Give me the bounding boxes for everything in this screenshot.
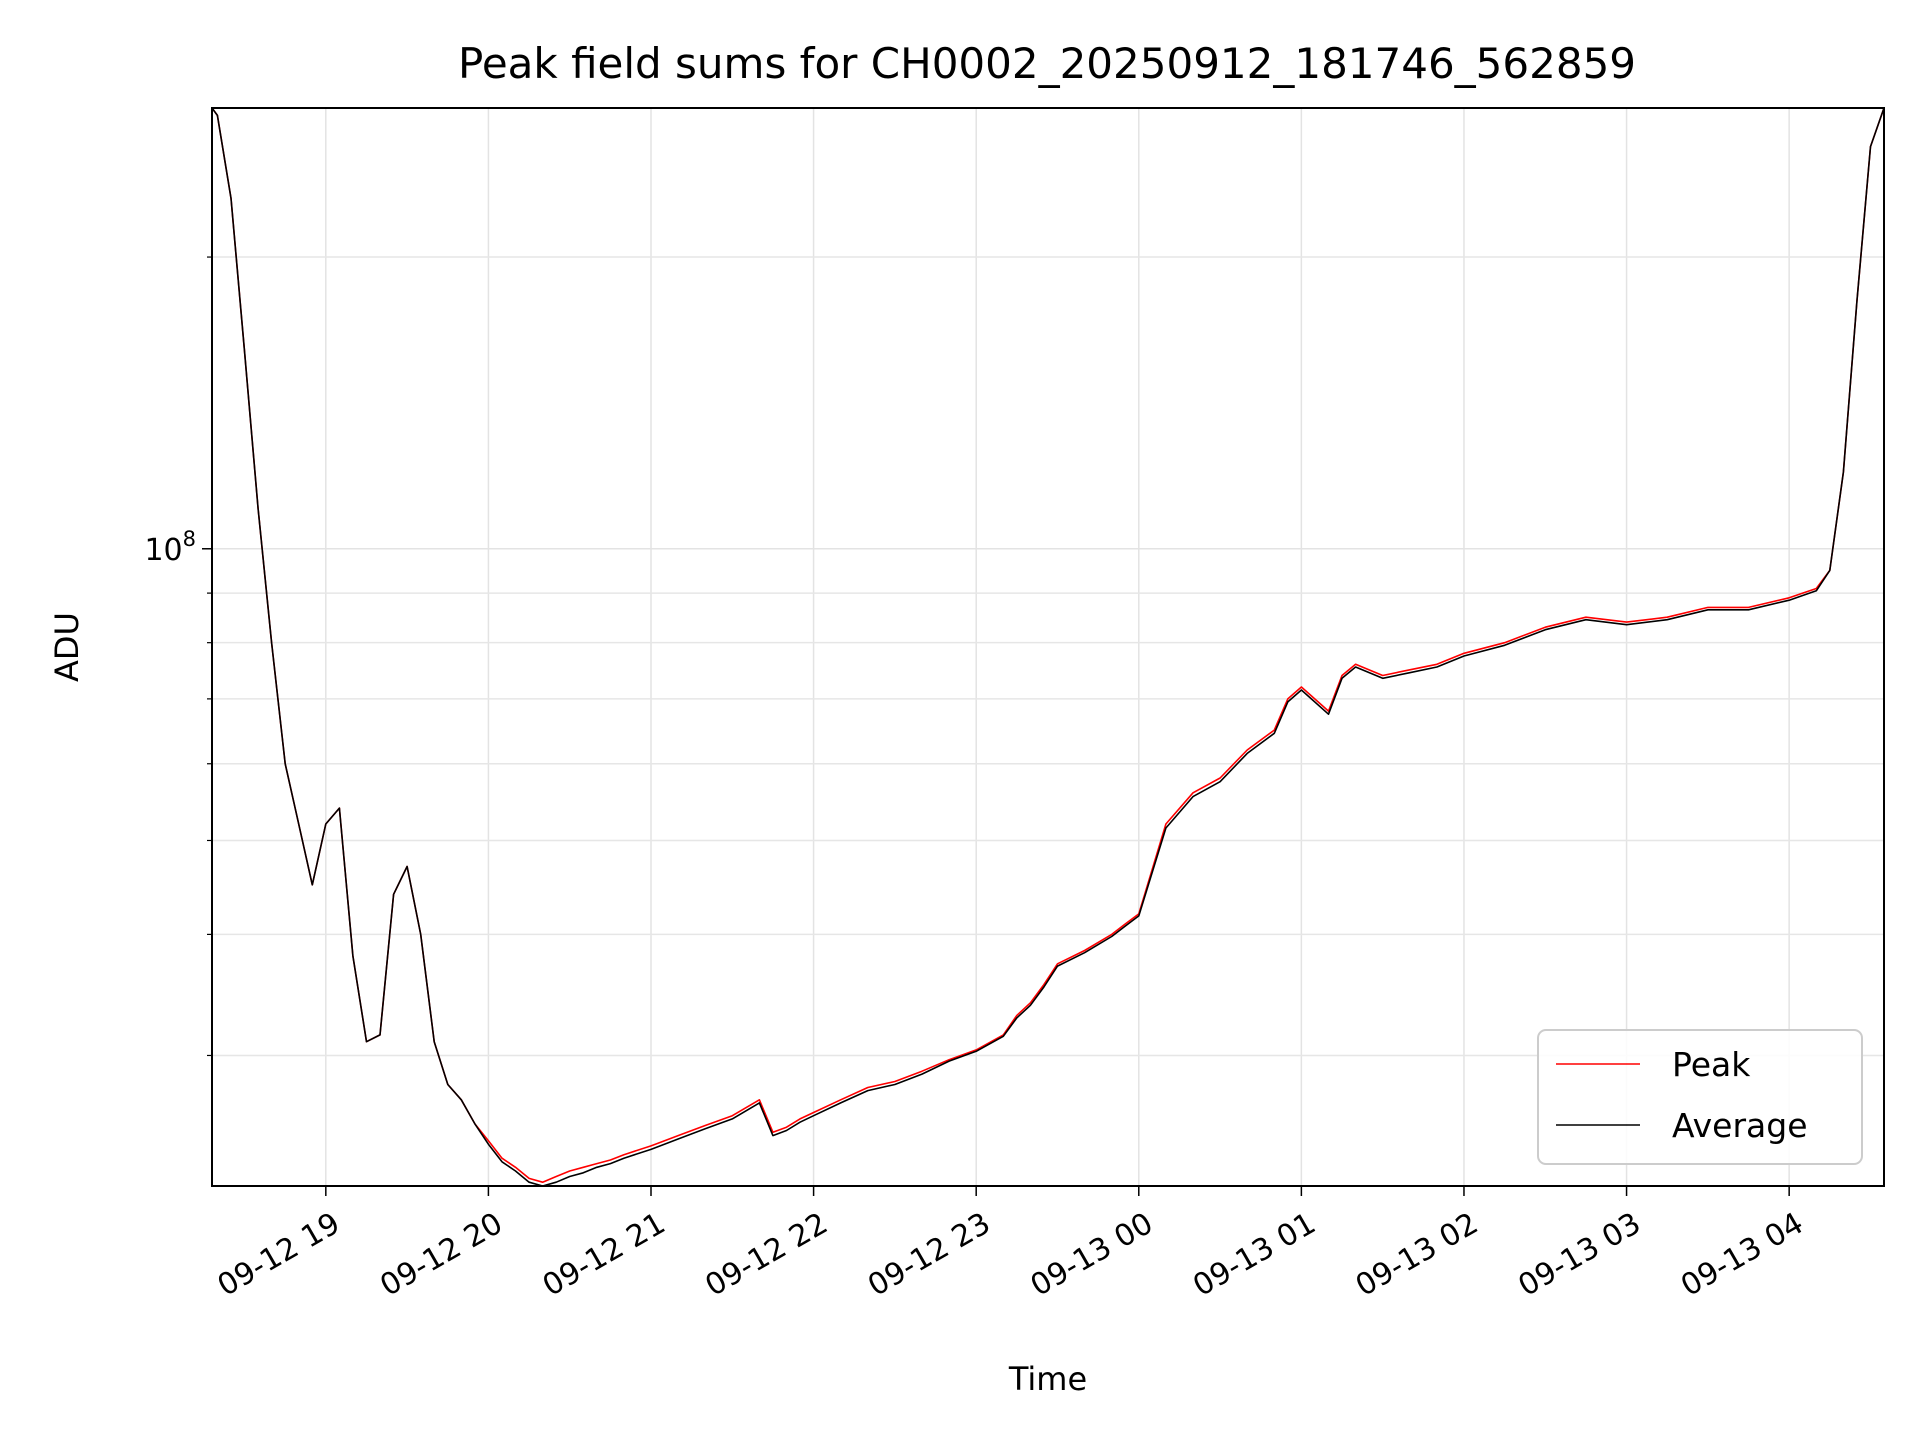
series-layer xyxy=(212,108,1884,1186)
x-tick-label: 09-13 04 xyxy=(1675,1206,1809,1304)
legend-label-average: Average xyxy=(1672,1106,1808,1145)
y-tick-label: 108 xyxy=(144,527,196,568)
series-line-average xyxy=(212,108,1884,1186)
x-axis-label: Time xyxy=(1008,1360,1087,1398)
x-tick-label: 09-13 00 xyxy=(1025,1206,1159,1304)
chart-title: Peak field sums for CH0002_20250912_1817… xyxy=(458,39,1636,88)
x-tick-label: 09-12 22 xyxy=(700,1206,834,1304)
plot-frame xyxy=(211,107,1885,1187)
x-tick-label: 09-13 02 xyxy=(1350,1206,1484,1304)
x-tick-label: 09-12 21 xyxy=(537,1206,671,1304)
x-tick-label: 09-12 19 xyxy=(212,1206,346,1304)
series-line-peak xyxy=(212,108,1884,1183)
legend-label-peak: Peak xyxy=(1672,1045,1751,1084)
x-tick-label: 09-13 01 xyxy=(1187,1206,1321,1304)
x-tick-label: 09-13 03 xyxy=(1512,1206,1646,1304)
grid xyxy=(212,108,1884,1186)
x-tick-label: 09-12 20 xyxy=(374,1206,508,1304)
legend: Peak Average xyxy=(1537,1029,1863,1165)
y-axis-label: ADU xyxy=(48,612,86,682)
x-tick-label: 09-12 23 xyxy=(862,1206,996,1304)
